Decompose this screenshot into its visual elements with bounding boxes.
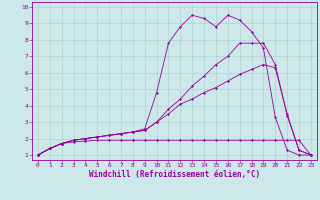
X-axis label: Windchill (Refroidissement éolien,°C): Windchill (Refroidissement éolien,°C)	[89, 170, 260, 179]
